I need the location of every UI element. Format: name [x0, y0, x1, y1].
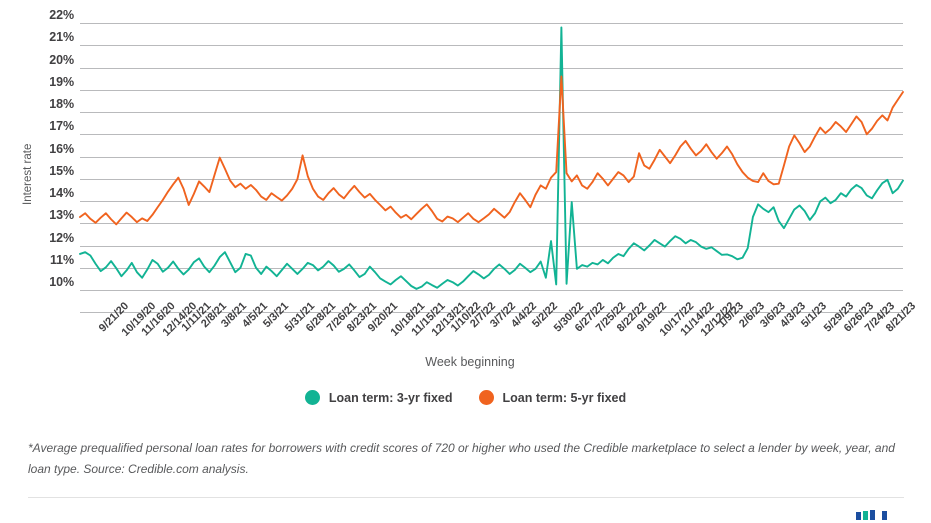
- series-line: [79, 75, 904, 226]
- gridline: [80, 134, 903, 136]
- y-tick-label: 21%: [49, 30, 74, 45]
- gridline: [80, 267, 903, 269]
- brand-bar: [863, 511, 868, 520]
- gridline: [80, 67, 903, 69]
- legend-label: Loan term: 5-yr fixed: [502, 390, 627, 405]
- y-tick-label: 19%: [49, 74, 74, 89]
- gridline: [80, 23, 903, 24]
- footer-divider: [28, 497, 904, 498]
- legend-swatch-icon: [478, 390, 494, 405]
- x-axis-title: Week beginning: [425, 355, 515, 369]
- gridline: [80, 245, 903, 247]
- gridline: [80, 223, 903, 225]
- y-tick-label: 10%: [49, 275, 74, 289]
- gridline: [80, 45, 903, 47]
- y-tick-label: 22%: [49, 8, 74, 22]
- brand-bar: [882, 511, 887, 520]
- gridline: [80, 201, 903, 202]
- brand-logo-icon: [856, 509, 896, 520]
- gridline: [80, 312, 903, 314]
- brand-bar: [870, 510, 875, 520]
- y-tick-label: 15%: [49, 163, 74, 178]
- gridline: [80, 89, 903, 91]
- chart-legend: Loan term: 3-yr fixed Loan term: 5-yr fix…: [0, 390, 931, 405]
- y-tick-label: 20%: [49, 52, 74, 67]
- y-tick-label: 17%: [49, 119, 74, 134]
- legend-item[interactable]: Loan term: 5-yr fixed: [478, 390, 627, 405]
- chart-footnote: *Average prequalified personal loan rate…: [28, 441, 895, 476]
- y-tick-label: 16%: [49, 141, 74, 156]
- legend-swatch-icon: [304, 390, 320, 405]
- y-tick-label: 11%: [49, 252, 74, 267]
- gridline: [80, 112, 903, 113]
- y-tick-label: 12%: [49, 230, 74, 245]
- legend-label: Loan term: 3-yr fixed: [328, 390, 453, 405]
- gridline: [80, 178, 903, 180]
- legend-item[interactable]: Loan term: 3-yr fixed: [304, 390, 453, 405]
- brand-bar: [856, 512, 861, 520]
- gridline: [80, 290, 903, 291]
- y-tick-label: 18%: [49, 97, 74, 111]
- y-tick-label: 13%: [49, 208, 74, 223]
- gridline: [80, 156, 903, 158]
- y-tick-label: 14%: [49, 186, 74, 200]
